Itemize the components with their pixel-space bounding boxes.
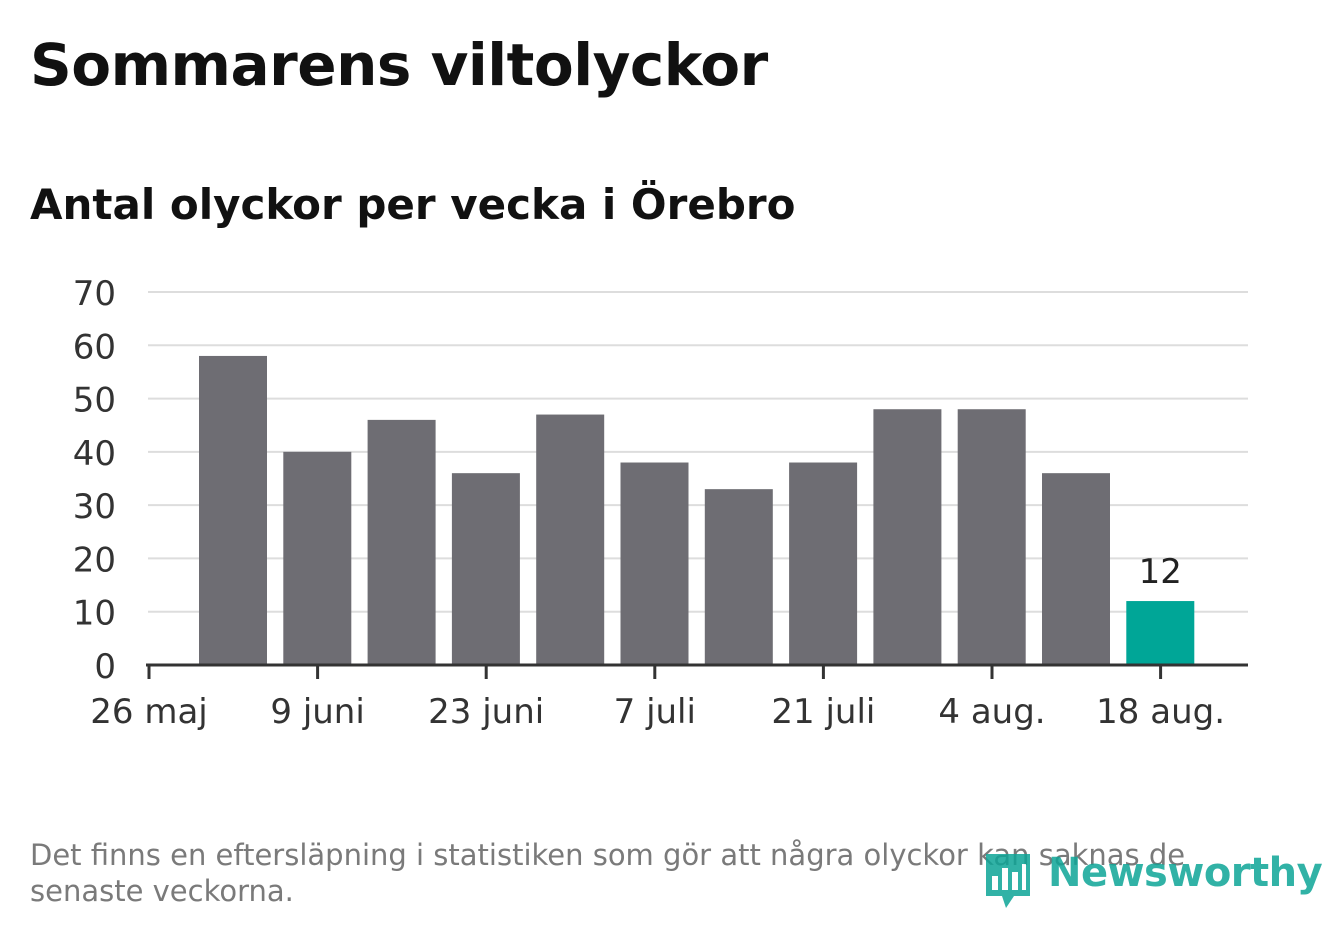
y-tick-label: 70: [73, 274, 116, 314]
data-labels: 12: [1139, 552, 1182, 592]
y-tick-label: 60: [73, 327, 116, 367]
x-tick-label: 23 juni: [428, 692, 544, 732]
x-tick-label: 9 juni: [270, 692, 364, 732]
bars: [199, 355, 1195, 665]
y-tick-label: 20: [73, 540, 116, 580]
y-tick-label: 50: [73, 381, 116, 421]
bar-11[interactable]: [1042, 473, 1110, 665]
bar-4[interactable]: [451, 473, 520, 665]
x-tick-label: 18 aug.: [1096, 692, 1225, 732]
x-tick-label: 21 juli: [771, 692, 875, 732]
bar-12[interactable]: [1126, 601, 1195, 665]
bar-8[interactable]: [789, 462, 858, 665]
bar-7[interactable]: [704, 489, 773, 665]
newsworthy-logo[interactable]: Newsworthy: [980, 846, 1322, 916]
logo-icon: [986, 854, 1030, 908]
y-tick-label: 40: [73, 434, 116, 474]
x-axis-labels: 26 maj 9 juni 23 juni 7 juli 21 juli 4 aug. 18…: [90, 692, 1225, 732]
data-label: 12: [1139, 552, 1182, 592]
bar-10[interactable]: [957, 409, 1026, 665]
bar-chart: 0 10 20 30 40 50 60 70 26 maj 9 juni 23 juni 7 jul…: [73, 274, 1248, 732]
bar-2[interactable]: [283, 451, 352, 665]
chart-title: Sommarens viltolyckor: [30, 31, 768, 99]
y-axis-labels: 0 10 20 30 40 50 60 70: [73, 274, 116, 687]
bar-5[interactable]: [536, 414, 605, 665]
logo-text: Newsworthy: [1048, 850, 1322, 896]
bar-9[interactable]: [873, 409, 942, 665]
bar-6[interactable]: [620, 462, 689, 665]
y-tick-label: 0: [94, 647, 116, 687]
x-axis: [146, 663, 1248, 679]
y-tick-label: 10: [73, 594, 116, 634]
bar-1[interactable]: [199, 355, 267, 665]
y-tick-label: 30: [73, 487, 116, 527]
chart-subtitle: Antal olyckor per vecka i Örebro: [30, 180, 796, 229]
x-tick-label: 7 juli: [614, 692, 696, 732]
x-tick-label: 26 maj: [90, 692, 207, 732]
x-tick-label: 4 aug.: [938, 692, 1045, 732]
bar-3[interactable]: [367, 419, 436, 665]
